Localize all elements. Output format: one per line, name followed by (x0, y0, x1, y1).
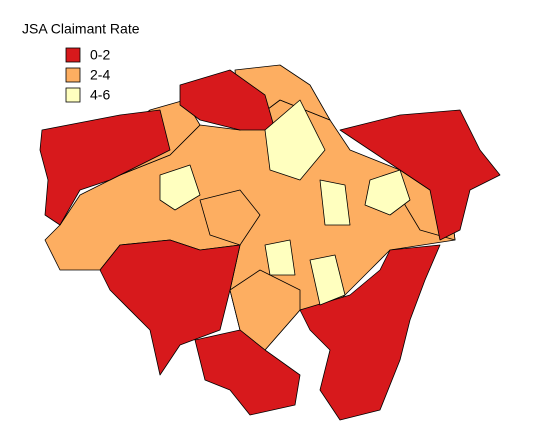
region (339, 109, 501, 241)
london-map (39, 64, 501, 421)
region (194, 329, 301, 416)
region (39, 109, 171, 226)
region (319, 179, 351, 226)
region (199, 189, 261, 246)
region (299, 244, 441, 421)
legend-title: JSA Claimant Rate (22, 21, 140, 37)
region (159, 164, 201, 211)
legend-label: 2-4 (90, 67, 110, 83)
legend-swatch (65, 67, 81, 83)
legend-label: 4-6 (90, 87, 110, 103)
region (264, 99, 326, 181)
region (99, 239, 241, 376)
region (364, 169, 411, 216)
region (309, 254, 346, 306)
legend-swatch (65, 87, 81, 103)
legend: 0-2 2-4 4-6 (65, 47, 110, 103)
region (264, 239, 296, 276)
legend-swatch (65, 47, 81, 63)
region (179, 69, 276, 131)
legend-label: 0-2 (90, 47, 110, 63)
